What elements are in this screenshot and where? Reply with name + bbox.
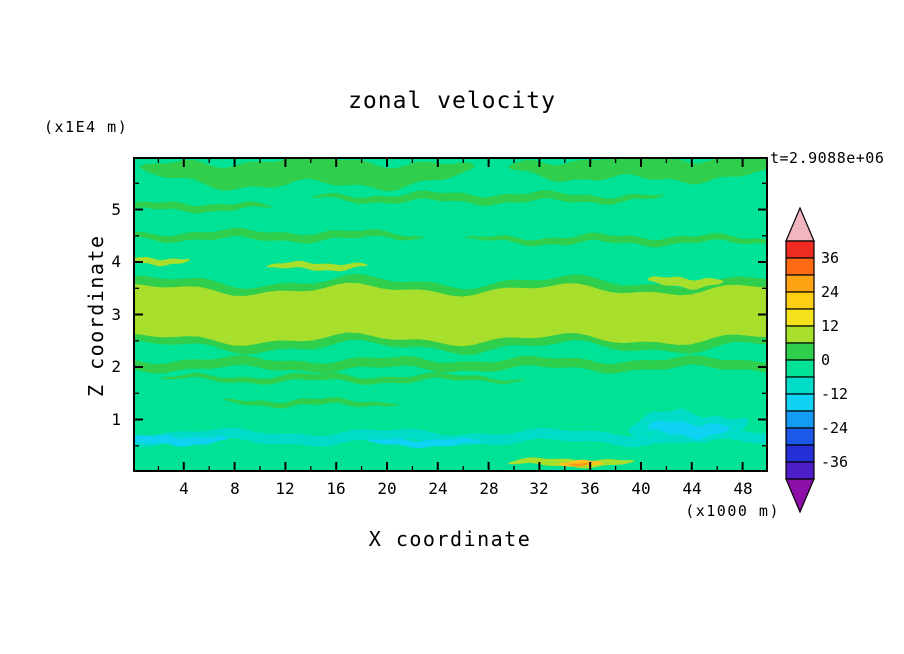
contour-band (158, 372, 527, 385)
colorbar-segment (785, 359, 815, 378)
x-tick-label: 48 (733, 479, 753, 498)
colorbar-segment (785, 461, 815, 480)
colorbar-segment (785, 240, 815, 259)
colorbar-lower-arrow (785, 478, 815, 514)
colorbar-segment (785, 274, 815, 293)
x-tick-label: 32 (529, 479, 549, 498)
colorbar-label: 12 (821, 317, 840, 335)
colorbar-segment (785, 342, 815, 361)
x-tick-label: 4 (179, 479, 189, 498)
colorbar-label: 24 (821, 283, 840, 301)
contour-band (221, 397, 400, 409)
x-tick-label: 16 (326, 479, 346, 498)
y-axis-unit-label: (x1E4 m) (44, 118, 129, 136)
colorbar-segment (785, 410, 815, 429)
colorbar-segment (785, 257, 815, 276)
time-annotation: t=2.9088e+06 (770, 149, 885, 167)
y-tick-label: 2 (111, 357, 121, 376)
plot-border (133, 157, 768, 472)
colorbar (785, 206, 815, 514)
colorbar-label: 0 (821, 351, 831, 369)
colorbar-segment (785, 427, 815, 446)
x-tick-label: 36 (580, 479, 600, 498)
x-axis-unit-label: (x1000 m) (685, 502, 780, 520)
contour-band (133, 282, 768, 347)
x-tick-label: 40 (631, 479, 651, 498)
y-tick-label: 4 (111, 252, 121, 271)
contour-band (310, 190, 667, 206)
colorbar-segment (785, 393, 815, 412)
contour-band (133, 227, 426, 244)
contour-band (647, 420, 730, 440)
contour-band (266, 260, 368, 272)
plot-area (133, 157, 768, 472)
x-tick-label: 44 (682, 479, 702, 498)
contour-band (463, 232, 768, 248)
colorbar-label: 36 (821, 249, 840, 267)
colorbar-segment (785, 325, 815, 344)
chart-title: zonal velocity (348, 88, 556, 114)
colorbar-segment (785, 376, 815, 395)
contour-band (568, 462, 591, 467)
contour-band (133, 435, 229, 447)
y-tick-label: 3 (111, 305, 121, 324)
colorbar-segment (785, 291, 815, 310)
colorbar-label: -12 (821, 385, 849, 403)
x-axis-title: X coordinate (368, 527, 532, 551)
contour-band (133, 355, 768, 374)
contour-band (139, 157, 476, 192)
colorbar-label: -24 (821, 419, 849, 437)
contour-band (367, 437, 483, 449)
colorbar-segment (785, 444, 815, 463)
x-tick-label: 24 (428, 479, 448, 498)
x-tick-label: 8 (230, 479, 240, 498)
contour-band (133, 427, 768, 448)
contour-band (133, 201, 273, 214)
contour-band (133, 257, 191, 267)
colorbar-upper-arrow (785, 206, 815, 242)
colorbar-label: -36 (821, 453, 849, 471)
contour-band (507, 157, 768, 185)
colorbar-segment (785, 308, 815, 327)
x-tick-label: 12 (275, 479, 295, 498)
x-tick-label: 28 (479, 479, 499, 498)
y-tick-label: 1 (111, 410, 121, 429)
y-tick-label: 5 (111, 200, 121, 219)
x-tick-label: 20 (377, 479, 397, 498)
contour-band (647, 276, 724, 290)
contour-plot (133, 157, 768, 472)
